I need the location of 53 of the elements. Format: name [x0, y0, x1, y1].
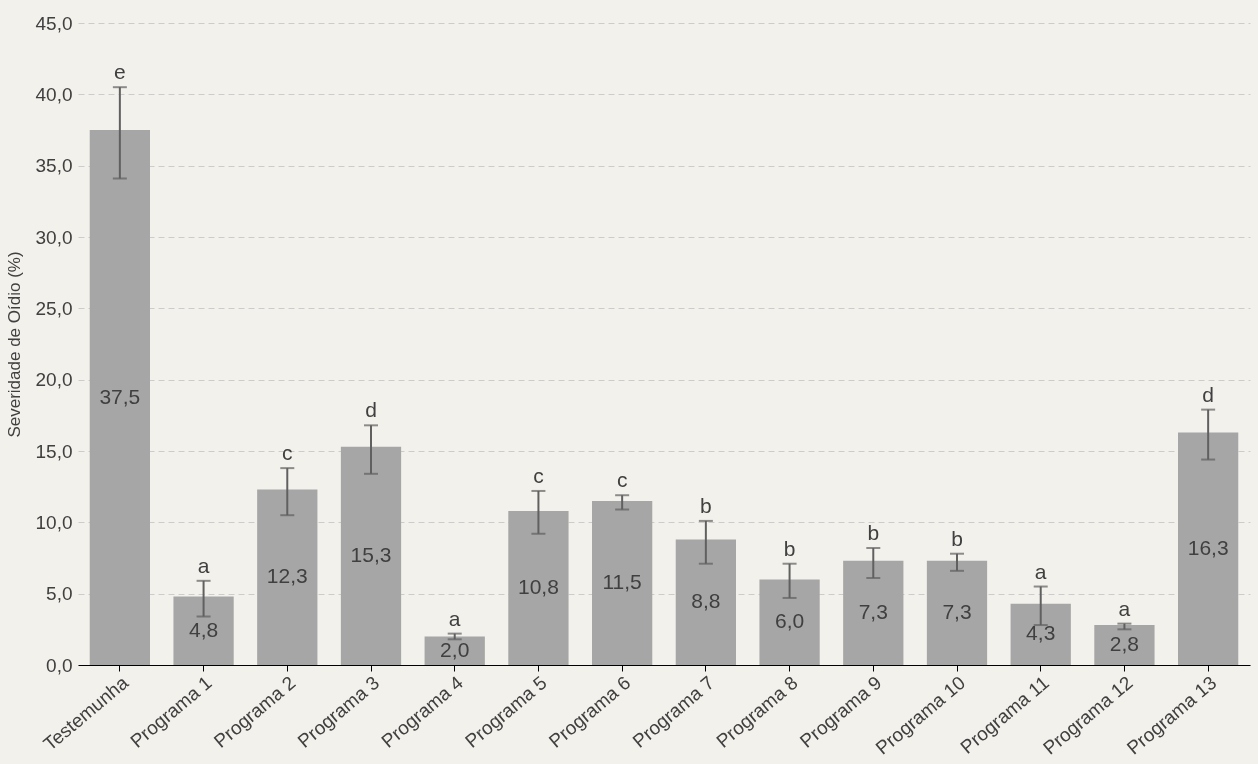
annotation: a: [1034, 559, 1047, 583]
annotation: a: [197, 553, 210, 577]
bar: [340, 446, 402, 665]
bar: [1094, 625, 1155, 665]
data-label: 4,8: [188, 617, 219, 641]
bar: [257, 489, 318, 665]
data-label: 6,0: [774, 609, 805, 633]
y-tick-label: 40,0: [35, 83, 73, 105]
bar: [173, 596, 234, 665]
bar: [675, 539, 736, 665]
data-label: 2,8: [1109, 632, 1140, 656]
bar: [1178, 432, 1239, 665]
annotation: b: [700, 493, 712, 517]
bar: [592, 500, 653, 665]
bar: [759, 579, 820, 665]
bar: [843, 560, 904, 665]
y-tick-label: 20,0: [35, 369, 73, 391]
annotation: d: [1202, 382, 1214, 406]
bar: [926, 560, 988, 665]
bar: [508, 510, 569, 665]
data-label: 10,8: [517, 574, 559, 598]
y-tick-label: 5,0: [46, 583, 73, 605]
y-tick-label: 15,0: [35, 440, 73, 462]
y-tick-label: 45,0: [35, 12, 73, 34]
annotation: c: [533, 463, 544, 487]
annotation: b: [951, 526, 963, 550]
y-tick-label: 10,0: [35, 511, 73, 533]
bar: [1010, 603, 1071, 665]
data-label: 16,3: [1187, 535, 1229, 559]
y-tick-label: 25,0: [35, 297, 73, 319]
annotation: c: [616, 468, 628, 492]
y-tick-label: 30,0: [35, 226, 73, 248]
annotation: a: [1118, 596, 1131, 620]
bar: [89, 130, 150, 665]
bar: [424, 636, 485, 665]
annotation: e: [114, 60, 126, 84]
annotation: a: [448, 606, 461, 630]
data-label: 15,3: [350, 542, 392, 566]
annotation: d: [365, 398, 377, 422]
data-label: 7,3: [858, 599, 888, 623]
data-label: 7,3: [942, 599, 972, 623]
data-label: 12,3: [266, 564, 308, 588]
annotation: c: [282, 441, 293, 465]
data-label: 37,5: [99, 384, 141, 408]
data-label: 2,0: [440, 637, 470, 661]
y-tick-label: 0,0: [46, 654, 73, 676]
y-tick-label: 35,0: [35, 155, 73, 177]
annotation: b: [867, 521, 880, 545]
data-label: 8,8: [691, 589, 721, 613]
data-label: 4,3: [1026, 621, 1056, 645]
annotation: b: [783, 536, 796, 560]
data-label: 11,5: [602, 569, 642, 593]
y-axis-title: Severidade de Oídio (%): [4, 251, 24, 438]
